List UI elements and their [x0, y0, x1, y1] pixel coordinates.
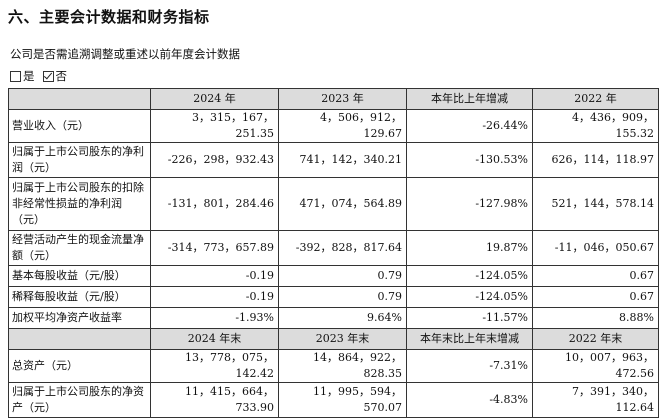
table-cell: 13，778，075，142.42 [150, 349, 279, 383]
table-row: 经营活动产生的现金流量净额（元） -314，773，657.89 -392，828，… [8, 230, 659, 266]
row-label: 经营活动产生的现金流量净额（元） [8, 230, 151, 266]
column-header: 2023 年 [278, 88, 407, 110]
table-row: 稀释每股收益（元/股） -0.19 0.79 -124.05% 0.67 [8, 286, 659, 308]
table-cell: -130.53% [406, 142, 533, 178]
table-cell: -7.31% [406, 349, 533, 383]
column-header: 2022 年 [532, 88, 659, 110]
option-yes[interactable]: 是 [10, 68, 35, 84]
table-cell: -11，046，050.67 [532, 230, 659, 266]
table-cell: 7，391，340，112.64 [532, 382, 659, 418]
table-row: 加权平均净资产收益率 -1.93% 9.64% -11.57% 8.88% [8, 307, 659, 329]
column-header: 2024 年 [150, 88, 279, 110]
table-cell: -392，828，817.64 [278, 230, 407, 266]
table-cell: 8.88% [532, 307, 659, 329]
column-header: 2024 年末 [150, 328, 279, 350]
table-cell: -4.83% [406, 382, 533, 418]
table-cell: -26.44% [406, 109, 533, 143]
table-cell: 0.79 [278, 265, 407, 287]
row-label: 归属于上市公司股东的净资产（元） [8, 382, 151, 418]
table-cell: 9.64% [278, 307, 407, 329]
header-row-annual: 2024 年 2023 年本年比上年增减 2022 年 [8, 88, 659, 110]
row-label: 基本每股收益（元/股） [8, 265, 151, 287]
table-cell: -127.98% [406, 177, 533, 231]
row-label: 总资产（元） [8, 349, 151, 383]
table-cell: 521，144，578.14 [532, 177, 659, 231]
table-cell: -11.57% [406, 307, 533, 329]
table-cell: -314，773，657.89 [150, 230, 279, 266]
table-cell: 0.67 [532, 265, 659, 287]
table-row: 归属于上市公司股东的净利润（元） -226，298，932.43 741，142，3… [8, 142, 659, 178]
table-cell: 10，007，963，472.56 [532, 349, 659, 383]
table-row: 总资产（元） 13，778，075，142.42 14，864，922，828.35… [8, 349, 659, 383]
table-cell: 4，436，909，155.32 [532, 109, 659, 143]
table-cell: -0.19 [150, 286, 279, 308]
option-no[interactable]: 否 [42, 68, 68, 84]
table-cell: -124.05% [406, 286, 533, 308]
row-label: 加权平均净资产收益率 [8, 307, 151, 329]
table-cell: 626，114，118.97 [532, 142, 659, 178]
column-header: 本年比上年增减 [406, 88, 533, 110]
checkbox-no-checked-icon[interactable] [42, 70, 54, 82]
column-header: 2023 年末 [278, 328, 407, 350]
table-row: 营业收入（元） 3，315，167，251.35 4，506，912，129.67-… [8, 109, 659, 143]
column-header [8, 328, 151, 350]
option-no-label: 否 [55, 69, 68, 83]
section-title: 六、主要会计数据和财务指标 [8, 8, 210, 26]
option-yes-label: 是 [23, 69, 35, 83]
row-label: 归属于上市公司股东的扣除非经常性损益的净利润（元） [8, 177, 151, 231]
row-label: 归属于上市公司股东的净利润（元） [8, 142, 151, 178]
table-cell: 3，315，167，251.35 [150, 109, 279, 143]
checkbox-yes-icon[interactable] [10, 70, 21, 82]
table-cell: -124.05% [406, 265, 533, 287]
table-row: 归属于上市公司股东的扣除非经常性损益的净利润（元） -131，801，284.46… [8, 177, 659, 231]
column-header: 2022 年末 [532, 328, 659, 350]
table-cell: -131，801，284.46 [150, 177, 279, 231]
table-cell: -226，298，932.43 [150, 142, 279, 178]
restatement-options: 是 否 [10, 68, 75, 84]
table-cell: 4，506，912，129.67 [278, 109, 407, 143]
row-label: 稀释每股收益（元/股） [8, 286, 151, 308]
table-row: 基本每股收益（元/股） -0.19 0.79 -124.05% 0.67 [8, 265, 659, 287]
row-label: 营业收入（元） [8, 109, 151, 143]
table-cell: 11，995，594，570.07 [278, 382, 407, 418]
column-header: 本年末比上年末增减 [406, 328, 533, 350]
table-row: 归属于上市公司股东的净资产（元） 11，415，664，733.90 11，995，… [8, 382, 659, 418]
table-cell: 0.79 [278, 286, 407, 308]
table-cell: 11，415，664，733.90 [150, 382, 279, 418]
table-cell: -0.19 [150, 265, 279, 287]
table-cell: 0.67 [532, 286, 659, 308]
column-header [8, 88, 151, 110]
table-cell: -1.93% [150, 307, 279, 329]
table-cell: 14，864，922，828.35 [278, 349, 407, 383]
table-cell: 741，142，340.21 [278, 142, 407, 178]
financial-indicators-table: 2024 年 2023 年本年比上年增减 2022 年营业收入（元） 3，315，16… [8, 88, 659, 418]
header-row-year-end: 2024 年末 2023 年末 本年末比上年末增减 2022 年末 [8, 328, 659, 350]
table-cell: 19.87% [406, 230, 533, 266]
table-cell: 471，074，564.89 [278, 177, 407, 231]
restatement-question: 公司是否需追溯调整或重述以前年度会计数据 [10, 47, 240, 61]
